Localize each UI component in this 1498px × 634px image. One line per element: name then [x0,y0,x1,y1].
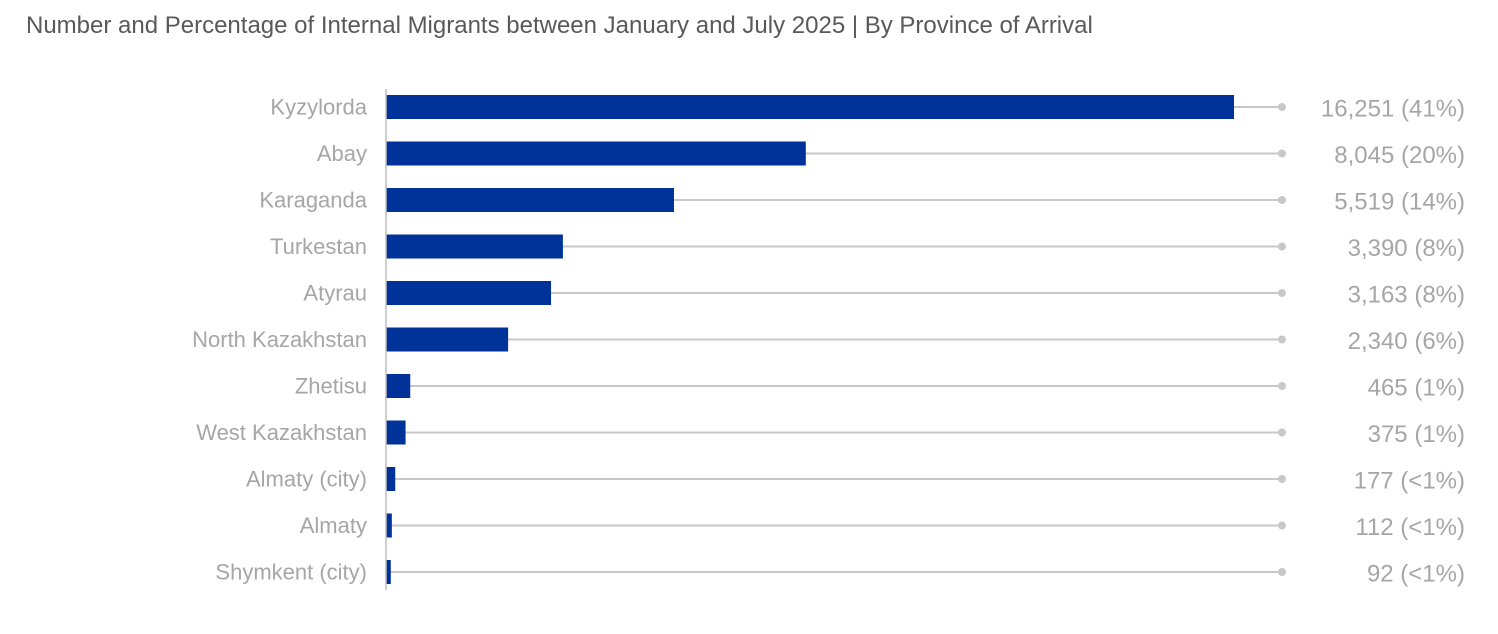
bar [386,188,674,212]
bar [386,141,806,166]
category-label: Karaganda [259,188,367,213]
bar [386,374,411,398]
category-label: Zhetisu [295,374,367,399]
leader-dot [1278,568,1286,576]
bar [386,281,552,305]
category-label: Almaty [300,513,367,538]
leader-dot [1278,289,1286,297]
bar [386,513,392,538]
data-label: 3,390 (8%) [1348,235,1465,262]
category-label: Kyzylorda [270,95,367,120]
chart-title: Number and Percentage of Internal Migran… [26,12,1093,39]
data-label: 3,163 (8%) [1348,282,1465,309]
leader-dot [1278,149,1286,158]
category-label: Turkestan [270,234,367,259]
category-label: Shymkent (city) [215,560,367,585]
data-label: 177 (<1%) [1354,468,1465,495]
bar [386,420,406,445]
bar [386,234,563,259]
data-label: 112 (<1%) [1355,514,1465,541]
data-label: 5,519 (14%) [1334,189,1465,216]
category-label: Almaty (city) [246,467,367,492]
bar [386,95,1234,119]
data-label: 375 (1%) [1368,421,1465,448]
bar [386,327,509,352]
bar [386,560,391,584]
data-label: 8,045 (20%) [1334,142,1465,169]
leader-dot [1278,428,1286,437]
leader-dot [1278,335,1286,344]
leader-dot [1278,521,1286,530]
category-label: Abay [317,141,367,166]
data-label: 16,251 (41%) [1321,96,1465,123]
leader-dot [1278,103,1286,111]
category-label: West Kazakhstan [196,420,367,445]
leader-dot [1278,196,1286,204]
category-label: Atyrau [303,281,367,306]
leader-dot [1278,382,1286,390]
bar [386,467,396,491]
data-label: 92 (<1%) [1367,561,1465,588]
category-label: North Kazakhstan [192,327,367,352]
data-label: 465 (1%) [1368,375,1465,402]
leader-dot [1278,242,1286,251]
leader-dot [1278,475,1286,483]
data-label: 2,340 (6%) [1348,328,1465,355]
